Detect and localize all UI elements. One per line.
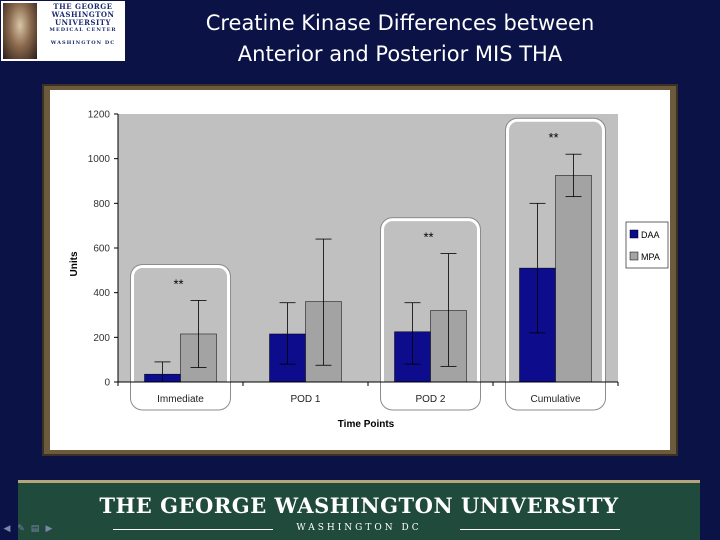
arrow-left-icon[interactable]: ◀ xyxy=(3,524,11,534)
y-tick-label: 1000 xyxy=(88,154,111,165)
highlight-box-cumulative xyxy=(506,118,605,410)
significance-marker: ** xyxy=(173,276,183,291)
highlight-box-pod-2 xyxy=(381,218,480,410)
y-tick-label: 0 xyxy=(104,378,110,389)
banner-rule-left xyxy=(113,529,273,530)
x-tick-label: POD 1 xyxy=(290,394,320,405)
chart-frame: ** ** ** 0 200 400 600 800 1000 1200 Immediate POD… xyxy=(42,84,678,456)
banner-subtitle: WASHINGTON DC xyxy=(296,523,422,533)
bars: ** ** ** xyxy=(144,130,592,383)
legend-swatch-mpa xyxy=(629,251,639,261)
y-tick-label: 200 xyxy=(93,333,110,344)
logo-line5: WASHINGTON DC xyxy=(50,40,116,46)
slide-nav-controls: ◀ ✎ ▤ ▶ xyxy=(0,524,70,536)
axes: 0 200 400 600 800 1000 1200 Immediate POD 1 POD 2… xyxy=(88,110,619,405)
bar-mpa-3 xyxy=(555,175,592,383)
banner-rule-right xyxy=(460,529,620,530)
logo-line4: MEDICAL CENTER xyxy=(49,27,117,33)
logo-line1: THE GEORGE xyxy=(53,2,113,11)
y-tick-label: 1200 xyxy=(88,110,111,121)
highlight-box-outline xyxy=(130,263,231,411)
x-tick-label: POD 2 xyxy=(415,394,445,405)
highlight-box-outline xyxy=(505,117,606,411)
menu-icon[interactable]: ▤ xyxy=(30,524,40,534)
university-logo: THE GEORGE WASHINGTON UNIVERSITY MEDICAL… xyxy=(0,0,126,62)
x-tick-label: Immediate xyxy=(157,394,204,405)
logo-line3: UNIVERSITY xyxy=(55,18,111,27)
slide-title-line2: Anterior and Posterior MIS THA xyxy=(237,42,563,66)
banner-title: THE GEORGE WASHINGTON UNIVERSITY xyxy=(99,493,619,518)
legend-label-mpa: MPA xyxy=(641,252,660,262)
slide-title: Creatine Kinase Differences between Ante… xyxy=(140,8,660,70)
bar-chart: ** ** ** 0 200 400 600 800 1000 1200 Immediate POD… xyxy=(50,90,670,450)
legend-swatch-daa xyxy=(629,229,639,239)
significance-marker: ** xyxy=(548,130,558,145)
highlight-box-immediate xyxy=(131,264,230,410)
logo-line2: WASHINGTON xyxy=(51,10,115,19)
y-tick-label: 600 xyxy=(93,244,110,255)
legend: DAA MPA xyxy=(625,221,669,269)
significance-marker: ** xyxy=(423,230,433,245)
highlight-box-outline xyxy=(380,217,481,411)
university-banner: THE GEORGE WASHINGTON UNIVERSITY WASHING… xyxy=(18,480,700,540)
pen-icon[interactable]: ✎ xyxy=(17,524,25,534)
highlight-boxes xyxy=(130,117,606,411)
legend-label-daa: DAA xyxy=(641,230,660,240)
slide-title-line1: Creatine Kinase Differences between xyxy=(205,11,595,35)
logo-text: THE GEORGE WASHINGTON UNIVERSITY MEDICAL… xyxy=(41,3,125,47)
y-tick-label: 400 xyxy=(93,288,110,299)
x-tick-label: Cumulative xyxy=(530,394,580,405)
legend-box xyxy=(625,221,669,269)
y-tick-label: 800 xyxy=(93,199,110,210)
x-axis-label: Time Points xyxy=(338,419,395,430)
y-axis-label: Units xyxy=(69,251,80,276)
arrow-right-icon[interactable]: ▶ xyxy=(45,524,53,534)
washington-portrait-icon xyxy=(3,3,37,59)
